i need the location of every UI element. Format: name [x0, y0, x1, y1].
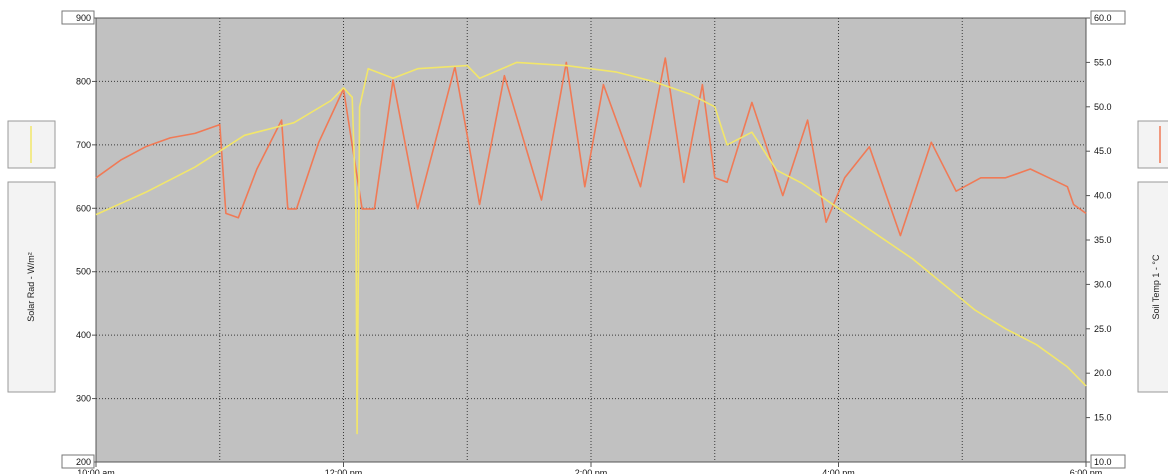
- x-tick-label: 6:00 pm: [1070, 468, 1103, 474]
- x-tick-label: 4:00 pm: [822, 468, 855, 474]
- y-right-end-tick-box: [1090, 10, 1126, 25]
- y-left-end-tick-box: [61, 454, 95, 469]
- y-right-tick-label: 40.0: [1094, 191, 1112, 201]
- soil-temp-series-line: [95, 57, 1087, 237]
- y-left-end-tick-box: [61, 10, 95, 25]
- solar-rad-series-line: [95, 61, 1087, 435]
- y-left-tick-label: 200: [76, 457, 91, 467]
- y-left-tick-label: 900: [76, 13, 91, 23]
- y-left-tick-label: 500: [76, 267, 91, 277]
- y-right-end-tick-box: [1090, 454, 1126, 469]
- y-right-tick-label: 60.0: [1094, 13, 1112, 23]
- left-axis-title: Solar Rad - W/m²: [26, 252, 36, 322]
- right-axis-title: Soil Temp 1 - °C: [1151, 254, 1161, 319]
- x-tick-label: 10:00 am: [77, 468, 115, 474]
- y-right-tick-label: 10.0: [1094, 457, 1112, 467]
- y-right-tick-label: 20.0: [1094, 368, 1112, 378]
- y-right-tick-label: 55.0: [1094, 57, 1112, 67]
- y-left-tick-label: 300: [76, 394, 91, 404]
- y-right-tick-label: 30.0: [1094, 279, 1112, 289]
- axis-ticks: 200 300 400 500 600 700 800 900 10.0 15.0 20.0 25.0…: [61, 10, 1126, 474]
- grid-lines: [96, 18, 1086, 462]
- y-left-tick-label: 400: [76, 330, 91, 340]
- y-right-tick-label: 35.0: [1094, 235, 1112, 245]
- y-left-tick-label: 800: [76, 76, 91, 86]
- y-left-tick-label: 700: [76, 140, 91, 150]
- right-axis-title-panel: [1137, 181, 1168, 393]
- left-axis-title-panel: [7, 181, 56, 393]
- y-right-tick-label: 25.0: [1094, 324, 1112, 334]
- y-right-tick-label: 45.0: [1094, 146, 1112, 156]
- x-tick-label: 12:00 pm: [325, 468, 363, 474]
- x-tick-label: 2:00 pm: [575, 468, 608, 474]
- y-right-tick-label: 15.0: [1094, 413, 1112, 423]
- right-legend-panel: [1137, 120, 1168, 169]
- y-right-tick-label: 50.0: [1094, 102, 1112, 112]
- y-left-tick-label: 600: [76, 203, 91, 213]
- series-lines: [95, 57, 1087, 435]
